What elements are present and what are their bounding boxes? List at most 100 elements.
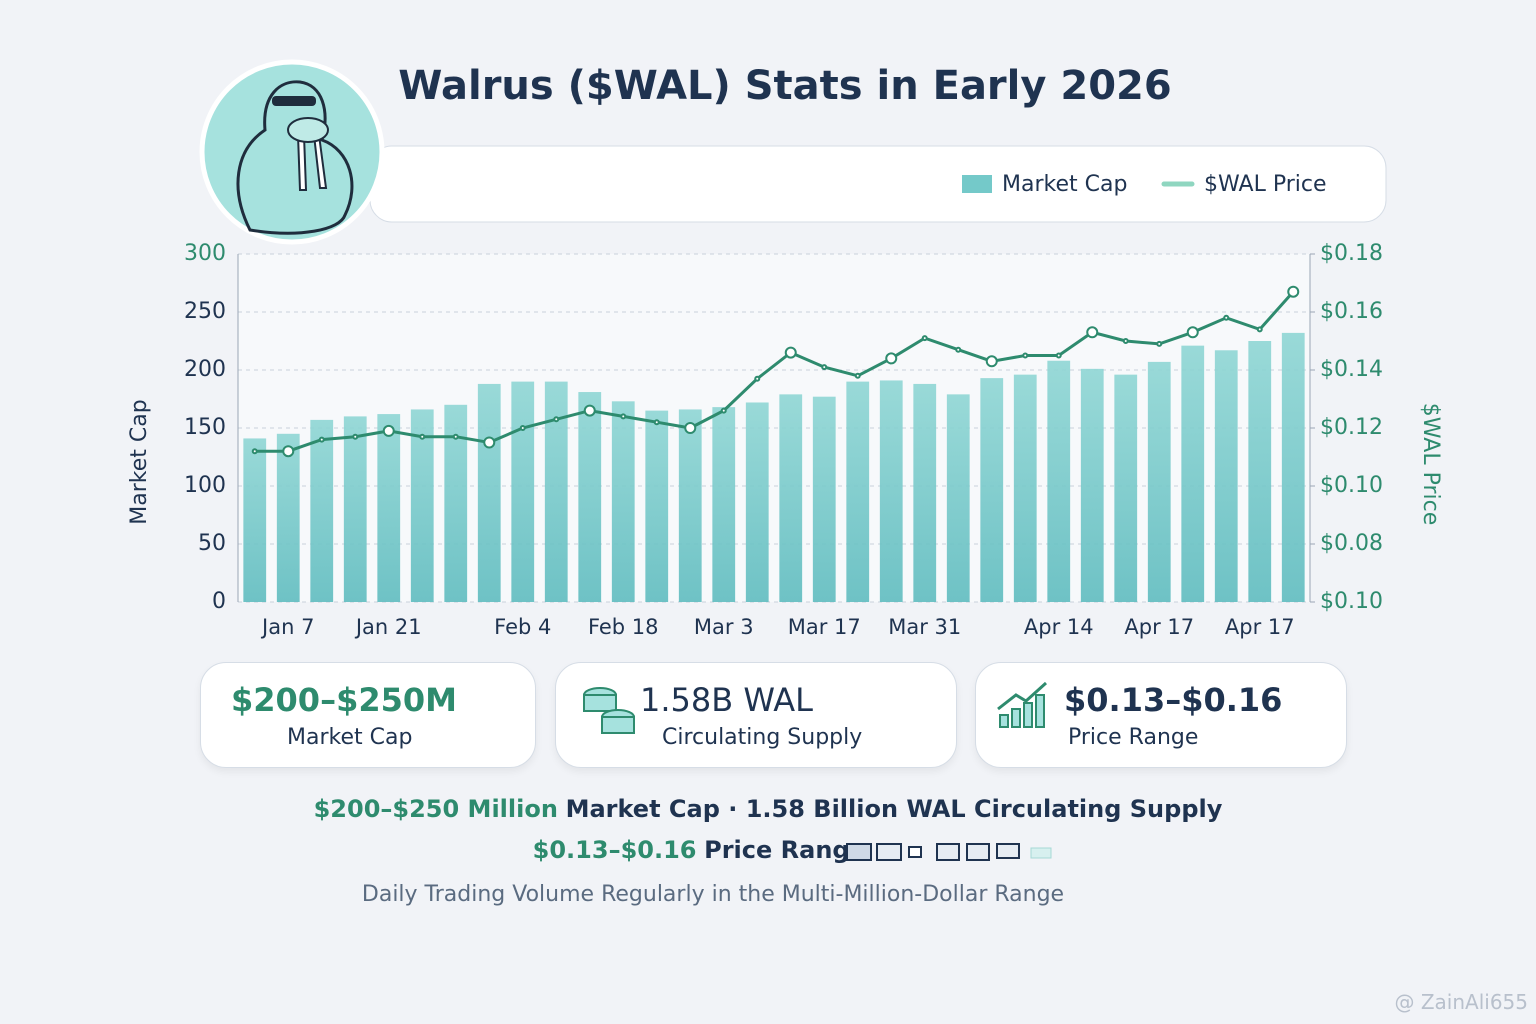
price-point [1287,285,1300,298]
bar [812,396,836,602]
bar [1114,374,1138,602]
price-point [955,346,962,353]
stat-card: $200–$250M Market Cap [200,662,536,768]
bar [1080,368,1104,602]
price-point [382,424,395,437]
coins-icon [583,687,635,734]
y2-tick-label: $0.18 [1320,241,1383,266]
summary-highlight: $200–$250 Million [313,795,558,823]
price-point [821,364,828,371]
bar [1248,341,1272,602]
x-tick-label: Apr 14 [1024,615,1094,639]
y2-axis-label: $WAL Price [1418,403,1443,526]
price-point [1223,314,1230,321]
price-point [754,375,761,382]
price-point [684,422,697,434]
summary-highlight: $0.13–$0.16 [532,836,697,864]
price-point [985,355,998,368]
y-tick-label: 300 [184,241,226,266]
legend-label: Market Cap [1002,172,1127,197]
bar [377,414,401,602]
y-tick-label: 0 [212,589,226,614]
y-tick-label: 250 [184,299,226,324]
price-point [784,346,797,359]
price-point [318,436,325,443]
bar [779,394,803,602]
bar [310,419,334,602]
bar [946,394,970,602]
price-line [254,290,1295,453]
bar [913,383,937,602]
x-tick-label: Apr 17 [1225,615,1295,639]
price-point [653,419,660,426]
legend-label: $WAL Price [1204,172,1327,197]
price-point [1055,352,1062,359]
bar [477,383,501,602]
price-point [282,445,295,458]
stat-label: Circulating Supply [662,725,863,750]
summary-note: Daily Trading Volume Regularly in the Mu… [361,882,1065,907]
price-point [419,433,426,440]
bar [544,381,568,602]
y2-tick-label: $0.08 [1320,531,1383,556]
price-point [519,425,526,431]
bar [444,404,468,602]
price-point [1022,352,1029,359]
y2-tick-label: $0.10 [1320,589,1383,614]
avatar [199,59,385,245]
x-tick-label: Feb 4 [494,615,551,639]
y2-tick-label: $0.10 [1320,473,1383,498]
growth-icon [997,681,1048,728]
bar [578,392,602,602]
x-tick-label: Jan 7 [260,615,314,639]
chart: Walrus ($WAL) Stats in Early 2026 Market… [127,59,1443,639]
bar [1047,360,1071,602]
price-point [1186,326,1199,339]
chart-title: Walrus ($WAL) Stats in Early 2026 [398,63,1171,109]
bar [1181,345,1205,602]
stat-card: $0.13–$0.16 Price Range [975,662,1347,768]
stat-label: Market Cap [287,725,413,750]
price-point [251,448,258,455]
price-point [1156,340,1163,347]
bar [678,409,702,602]
y-axis-label: Market Cap [127,399,152,524]
y-tick-label: 200 [184,357,226,382]
price-point [1086,326,1099,339]
x-tick-label: Apr 17 [1124,615,1194,639]
stat-label: Price Range [1068,725,1199,750]
price-point [352,433,359,440]
legend-swatch [962,175,992,193]
bar [410,409,434,602]
stat-value: $0.13–$0.16 [1064,681,1283,719]
bar [1013,374,1037,602]
bar [745,402,769,602]
bar [846,381,870,602]
y-tick-label: 150 [184,415,226,440]
price-point [1122,338,1129,344]
bar [645,410,669,602]
x-tick-label: Mar 3 [694,615,754,639]
y-tick-label: 100 [184,473,226,498]
bar [980,378,1004,602]
price-point [854,372,861,379]
x-tick-label: Jan 21 [354,615,422,639]
price-point [921,335,928,342]
y-tick-label: 50 [198,531,226,556]
price-point [483,436,496,449]
x-tick-label: Mar 17 [788,615,861,639]
bar [879,380,903,602]
decor-icons [846,843,1052,861]
price-point [620,413,627,420]
bar [511,381,535,602]
bar [1281,332,1305,602]
y2-tick-label: $0.14 [1320,357,1383,382]
summary-line: $0.13–$0.16 Price Range · [0,836,1476,864]
y2-tick-label: $0.16 [1320,299,1383,324]
bar [1147,361,1171,602]
y2-tick-label: $0.12 [1320,415,1383,440]
stat-value: $200–$250M [231,681,457,719]
x-tick-label: Mar 31 [888,615,961,639]
summary-text: Market Cap · 1.58 Billion WAL Circulatin… [565,795,1223,823]
